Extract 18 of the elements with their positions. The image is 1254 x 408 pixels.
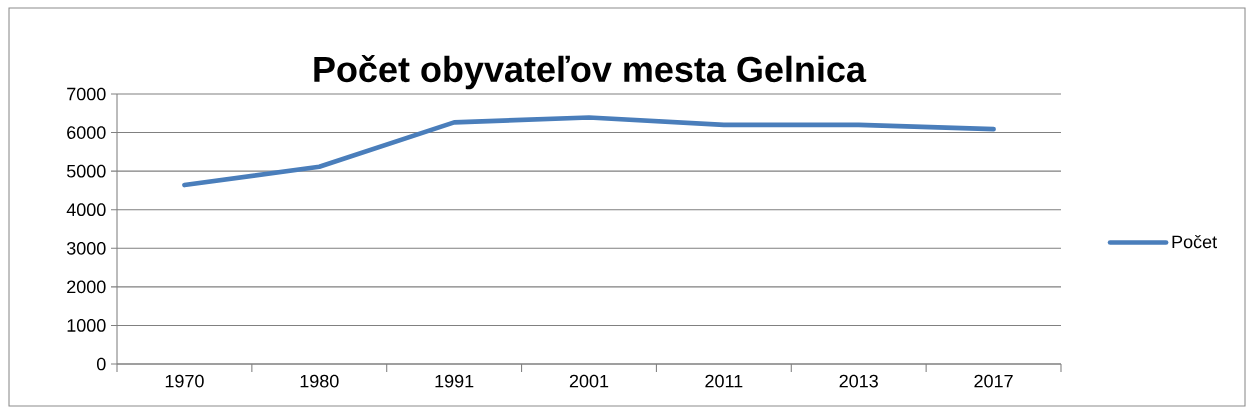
chart-title: Počet obyvateľov mesta Gelnica	[314, 54, 867, 90]
x-tick-label: 2017	[974, 374, 1013, 388]
y-tick-label: 4000	[66, 203, 106, 217]
legend-label: Počet	[1172, 234, 1217, 249]
y-tick-label: 7000	[67, 87, 106, 101]
y-tick-label: 5000	[66, 164, 106, 178]
line-series	[182, 115, 996, 188]
x-tick-label: 1991	[435, 374, 474, 388]
x-tick-label: 1970	[165, 374, 204, 388]
x-tick-label: 1980	[300, 374, 339, 388]
x-tick-label: 2013	[839, 374, 878, 388]
y-tick-label: 1000	[67, 319, 106, 332]
x-tick-label: 2011	[705, 374, 743, 388]
y-tick-label: 0	[96, 357, 106, 371]
y-tick-label: 2000	[67, 280, 106, 294]
y-tick-label: 6000	[67, 126, 106, 139]
x-tick-label: 2001	[569, 374, 609, 388]
y-tick-label: 3000	[66, 241, 106, 255]
